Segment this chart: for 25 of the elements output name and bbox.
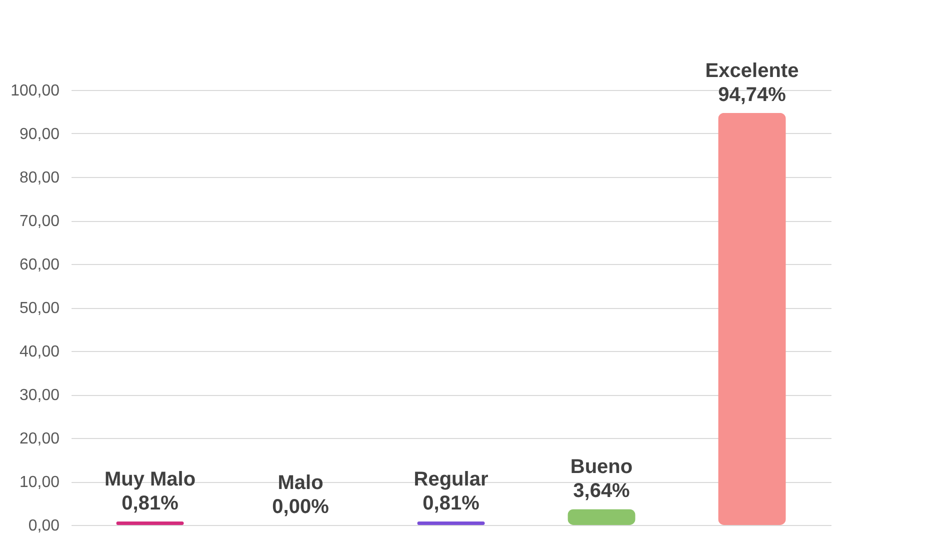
y-tick-label: 10,00	[19, 474, 60, 491]
y-tick-label: 90,00	[19, 126, 60, 143]
data-label: 3,64%	[573, 480, 630, 502]
x-tick-label: Muy Malo	[104, 468, 196, 490]
y-tick-label: 70,00	[19, 213, 60, 230]
y-tick-label: 20,00	[19, 430, 60, 448]
y-tick-label: 80,00	[19, 170, 60, 186]
x-tick-label: Malo	[278, 472, 324, 494]
y-tick-label: 100,00	[10, 82, 60, 100]
bar	[116, 521, 184, 525]
data-label: 0,81%	[422, 492, 480, 514]
data-label: 94,74%	[718, 84, 786, 106]
x-tick-label: Regular	[414, 468, 488, 490]
x-tick-label: Bueno	[570, 456, 633, 478]
bar	[718, 112, 786, 525]
y-tick-label: 50,00	[19, 300, 60, 317]
data-label: 0,81%	[122, 492, 179, 514]
y-tick-label: 0,00	[28, 518, 60, 534]
data-label: 0,00%	[272, 496, 330, 518]
bar	[417, 521, 485, 525]
bar	[568, 509, 636, 525]
y-tick-label: 30,00	[19, 387, 60, 404]
y-tick-label: 40,00	[19, 344, 60, 360]
x-tick-label: Excelente	[705, 60, 799, 82]
y-tick-label: 60,00	[19, 256, 60, 274]
